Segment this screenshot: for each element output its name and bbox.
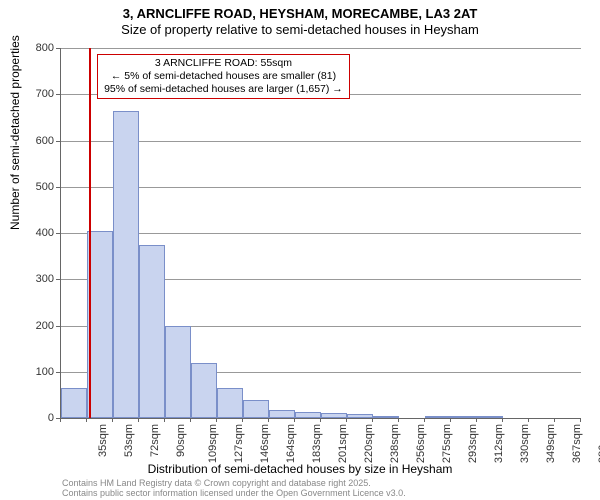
histogram-bar: [139, 245, 165, 418]
x-tick-mark: [112, 418, 113, 422]
property-size-chart: 3, ARNCLIFFE ROAD, HEYSHAM, MORECAMBE, L…: [0, 0, 600, 500]
x-tick-label: 90sqm: [175, 424, 187, 457]
gridline: [61, 141, 581, 142]
x-tick-label: 238sqm: [389, 424, 401, 463]
histogram-bar: [477, 416, 503, 418]
y-tick-label: 600: [14, 135, 54, 147]
x-tick-mark: [268, 418, 269, 422]
x-tick-mark: [346, 418, 347, 422]
histogram-bar: [217, 388, 243, 418]
x-tick-mark: [502, 418, 503, 422]
x-tick-mark: [216, 418, 217, 422]
x-tick-mark: [450, 418, 451, 422]
x-tick-mark: [554, 418, 555, 422]
histogram-bar: [425, 416, 451, 418]
gridline: [61, 233, 581, 234]
x-tick-mark: [580, 418, 581, 422]
x-tick-mark: [398, 418, 399, 422]
histogram-bar: [321, 413, 347, 418]
x-tick-label: 201sqm: [337, 424, 349, 463]
y-tick-label: 700: [14, 88, 54, 100]
histogram-bar: [269, 410, 295, 418]
histogram-bar: [451, 416, 477, 418]
y-axis-label: Number of semi-detached properties: [8, 35, 22, 230]
y-tick-label: 800: [14, 42, 54, 54]
histogram-bar: [61, 388, 87, 418]
x-tick-label: 330sqm: [519, 424, 531, 463]
y-tick-label: 0: [14, 412, 54, 424]
y-tick-label: 400: [14, 227, 54, 239]
y-tick-label: 100: [14, 366, 54, 378]
x-tick-mark: [476, 418, 477, 422]
x-tick-label: 146sqm: [259, 424, 271, 463]
x-tick-label: 109sqm: [207, 424, 219, 463]
plot-area: 3 ARNCLIFFE ROAD: 55sqm ← 5% of semi-det…: [60, 48, 581, 419]
x-tick-mark: [294, 418, 295, 422]
x-tick-mark: [372, 418, 373, 422]
x-tick-mark: [190, 418, 191, 422]
y-tick-label: 200: [14, 320, 54, 332]
x-tick-label: 35sqm: [97, 424, 109, 457]
annotation-box: 3 ARNCLIFFE ROAD: 55sqm ← 5% of semi-det…: [97, 54, 350, 99]
x-tick-label: 220sqm: [363, 424, 375, 463]
x-tick-mark: [242, 418, 243, 422]
x-tick-label: 349sqm: [545, 424, 557, 463]
x-tick-label: 293sqm: [467, 424, 479, 463]
x-axis-label: Distribution of semi-detached houses by …: [0, 462, 600, 476]
x-tick-mark: [424, 418, 425, 422]
histogram-bar: [243, 400, 269, 419]
y-tick-label: 300: [14, 273, 54, 285]
x-tick-mark: [86, 418, 87, 422]
x-tick-mark: [320, 418, 321, 422]
x-tick-label: 53sqm: [123, 424, 135, 457]
x-tick-label: 183sqm: [311, 424, 323, 463]
chart-title-desc: Size of property relative to semi-detach…: [0, 22, 600, 37]
gridline: [61, 48, 581, 49]
gridline: [61, 187, 581, 188]
x-tick-mark: [138, 418, 139, 422]
chart-title-address: 3, ARNCLIFFE ROAD, HEYSHAM, MORECAMBE, L…: [0, 6, 600, 21]
histogram-bar: [191, 363, 217, 419]
x-tick-label: 127sqm: [233, 424, 245, 463]
y-tick-label: 500: [14, 181, 54, 193]
histogram-bar: [347, 414, 373, 418]
histogram-bar: [295, 412, 321, 418]
histogram-bar: [373, 416, 399, 418]
x-tick-label: 367sqm: [571, 424, 583, 463]
histogram-bar: [165, 326, 191, 419]
footer-copyright-1: Contains HM Land Registry data © Crown c…: [62, 478, 371, 488]
x-tick-label: 164sqm: [285, 424, 297, 463]
annotation-line1: 3 ARNCLIFFE ROAD: 55sqm: [104, 57, 343, 70]
subject-marker-line: [89, 48, 91, 418]
x-tick-mark: [164, 418, 165, 422]
x-tick-label: 275sqm: [441, 424, 453, 463]
x-tick-mark: [528, 418, 529, 422]
footer-copyright-2: Contains public sector information licen…: [62, 488, 406, 498]
annotation-line3: 95% of semi-detached houses are larger (…: [104, 83, 343, 96]
x-tick-label: 72sqm: [149, 424, 161, 457]
x-tick-label: 312sqm: [493, 424, 505, 463]
histogram-bar: [113, 111, 139, 418]
annotation-line2: ← 5% of semi-detached houses are smaller…: [104, 70, 343, 83]
x-tick-mark: [60, 418, 61, 422]
x-tick-label: 256sqm: [415, 424, 427, 463]
